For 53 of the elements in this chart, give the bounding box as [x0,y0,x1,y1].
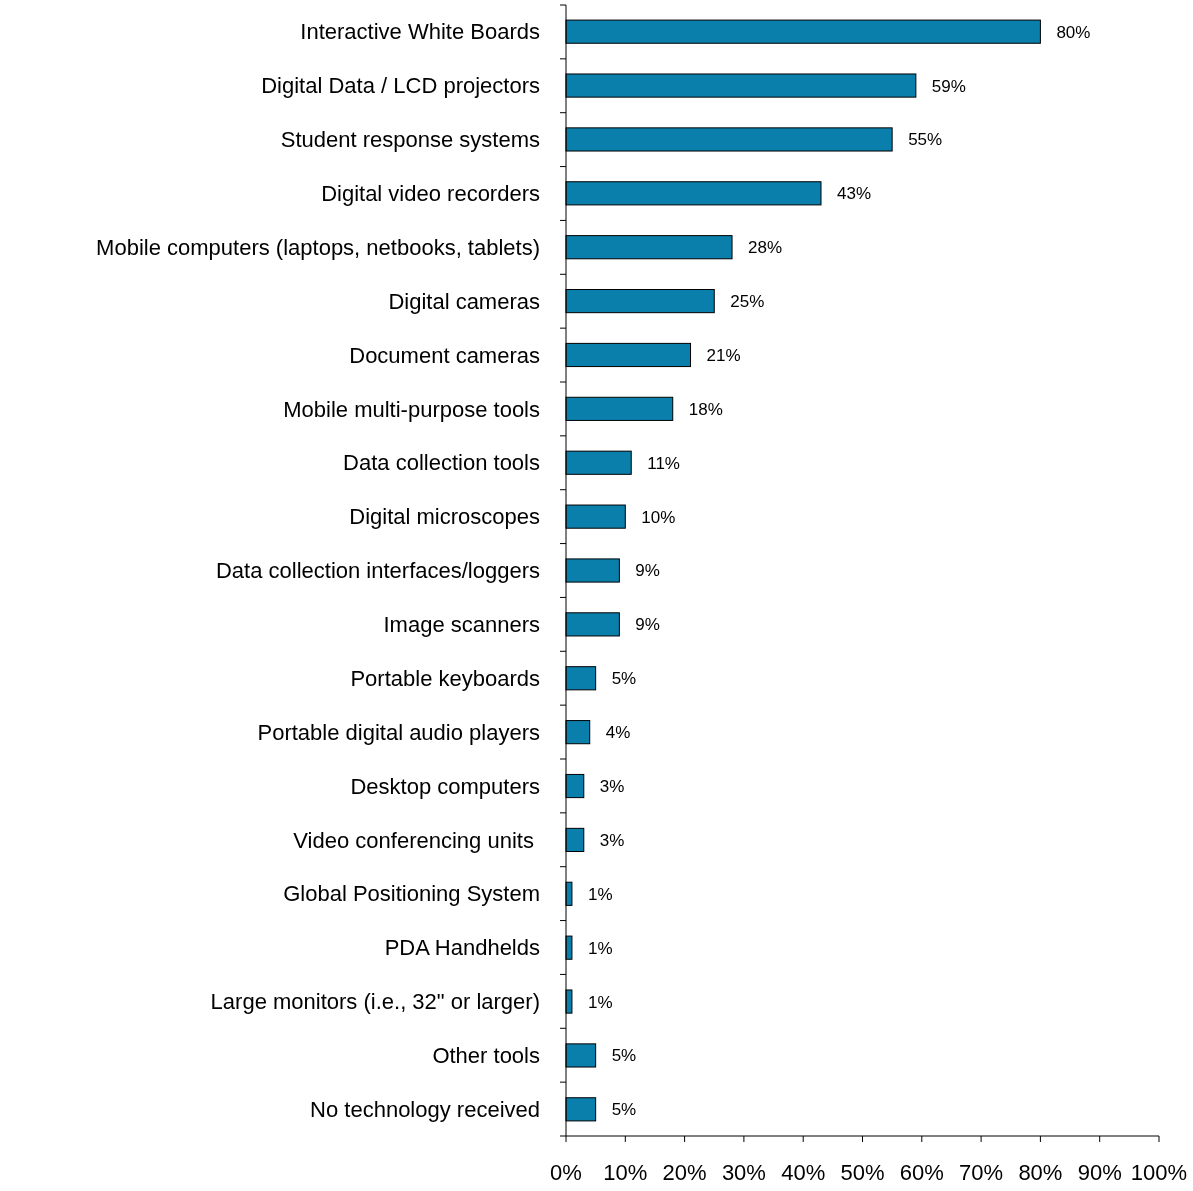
x-tick-label: 30% [721,1160,766,1185]
y-tick-label: Large monitors (i.e., 32" or larger) [210,989,540,1015]
x-tick-label: 10% [603,1160,648,1185]
data-label: 1% [587,938,613,958]
y-tick-label: PDA Handhelds [384,935,540,961]
y-tick-label: Global Positioning System [283,881,540,907]
data-label: 55% [908,130,943,150]
y-tick-label: Student response systems [280,127,540,153]
y-tick-label: Digital microscopes [349,504,540,530]
data-label: 59% [931,76,966,96]
data-label: 3% [599,830,625,850]
y-tick-label: No technology received [310,1097,540,1123]
y-tick-label: Portable keyboards [350,665,540,691]
x-tick-label: 20% [662,1160,707,1185]
data-label: 9% [635,561,660,581]
data-label: 43% [836,184,872,204]
data-label: 11% [647,453,680,473]
data-label: 10% [641,507,676,527]
y-tick-label: Digital Data / LCD projectors [261,73,540,99]
y-tick-label: Digital cameras [388,288,540,314]
data-label: 25% [730,292,765,312]
data-label: 21% [706,345,741,365]
data-label: 1% [587,884,613,904]
y-tick-label: Mobile computers (laptops, netbooks, tablets) [96,234,540,260]
y-tick-label: Interactive White Boards [300,19,540,45]
x-tick-label: 40% [781,1160,826,1185]
data-label: 1% [587,992,613,1012]
data-label: 5% [611,1100,637,1120]
x-tick-label: 0% [550,1160,582,1185]
x-tick-label: 70% [959,1160,1004,1185]
data-label: 80% [1056,22,1091,42]
data-label: 4% [605,723,631,743]
data-label: 28% [748,238,783,258]
x-tick-label: 100% [1130,1160,1188,1185]
y-tick-label: Desktop computers [350,773,540,799]
data-label: 3% [599,776,625,796]
y-tick-label: Data collection tools [343,450,540,476]
y-tick-label: Mobile multi-purpose tools [283,396,540,422]
x-tick-label: 50% [840,1160,885,1185]
data-label: 5% [611,669,637,689]
y-tick-label: Video conferencing units [293,827,540,853]
y-tick-label: Document cameras [349,342,540,368]
y-tick-label: Digital video recorders [321,181,540,207]
x-tick-label: 90% [1077,1160,1122,1185]
data-label: 9% [635,615,660,635]
y-tick-label: Other tools [432,1043,540,1069]
data-label: 5% [611,1046,637,1066]
data-label: 18% [688,399,723,419]
y-tick-label: Portable digital audio players [257,719,540,745]
x-tick-label: 60% [899,1160,944,1185]
x-tick-label: 80% [1018,1160,1063,1185]
y-tick-label: Data collection interfaces/loggers [215,558,540,584]
y-tick-label: Image scanners [383,612,540,638]
